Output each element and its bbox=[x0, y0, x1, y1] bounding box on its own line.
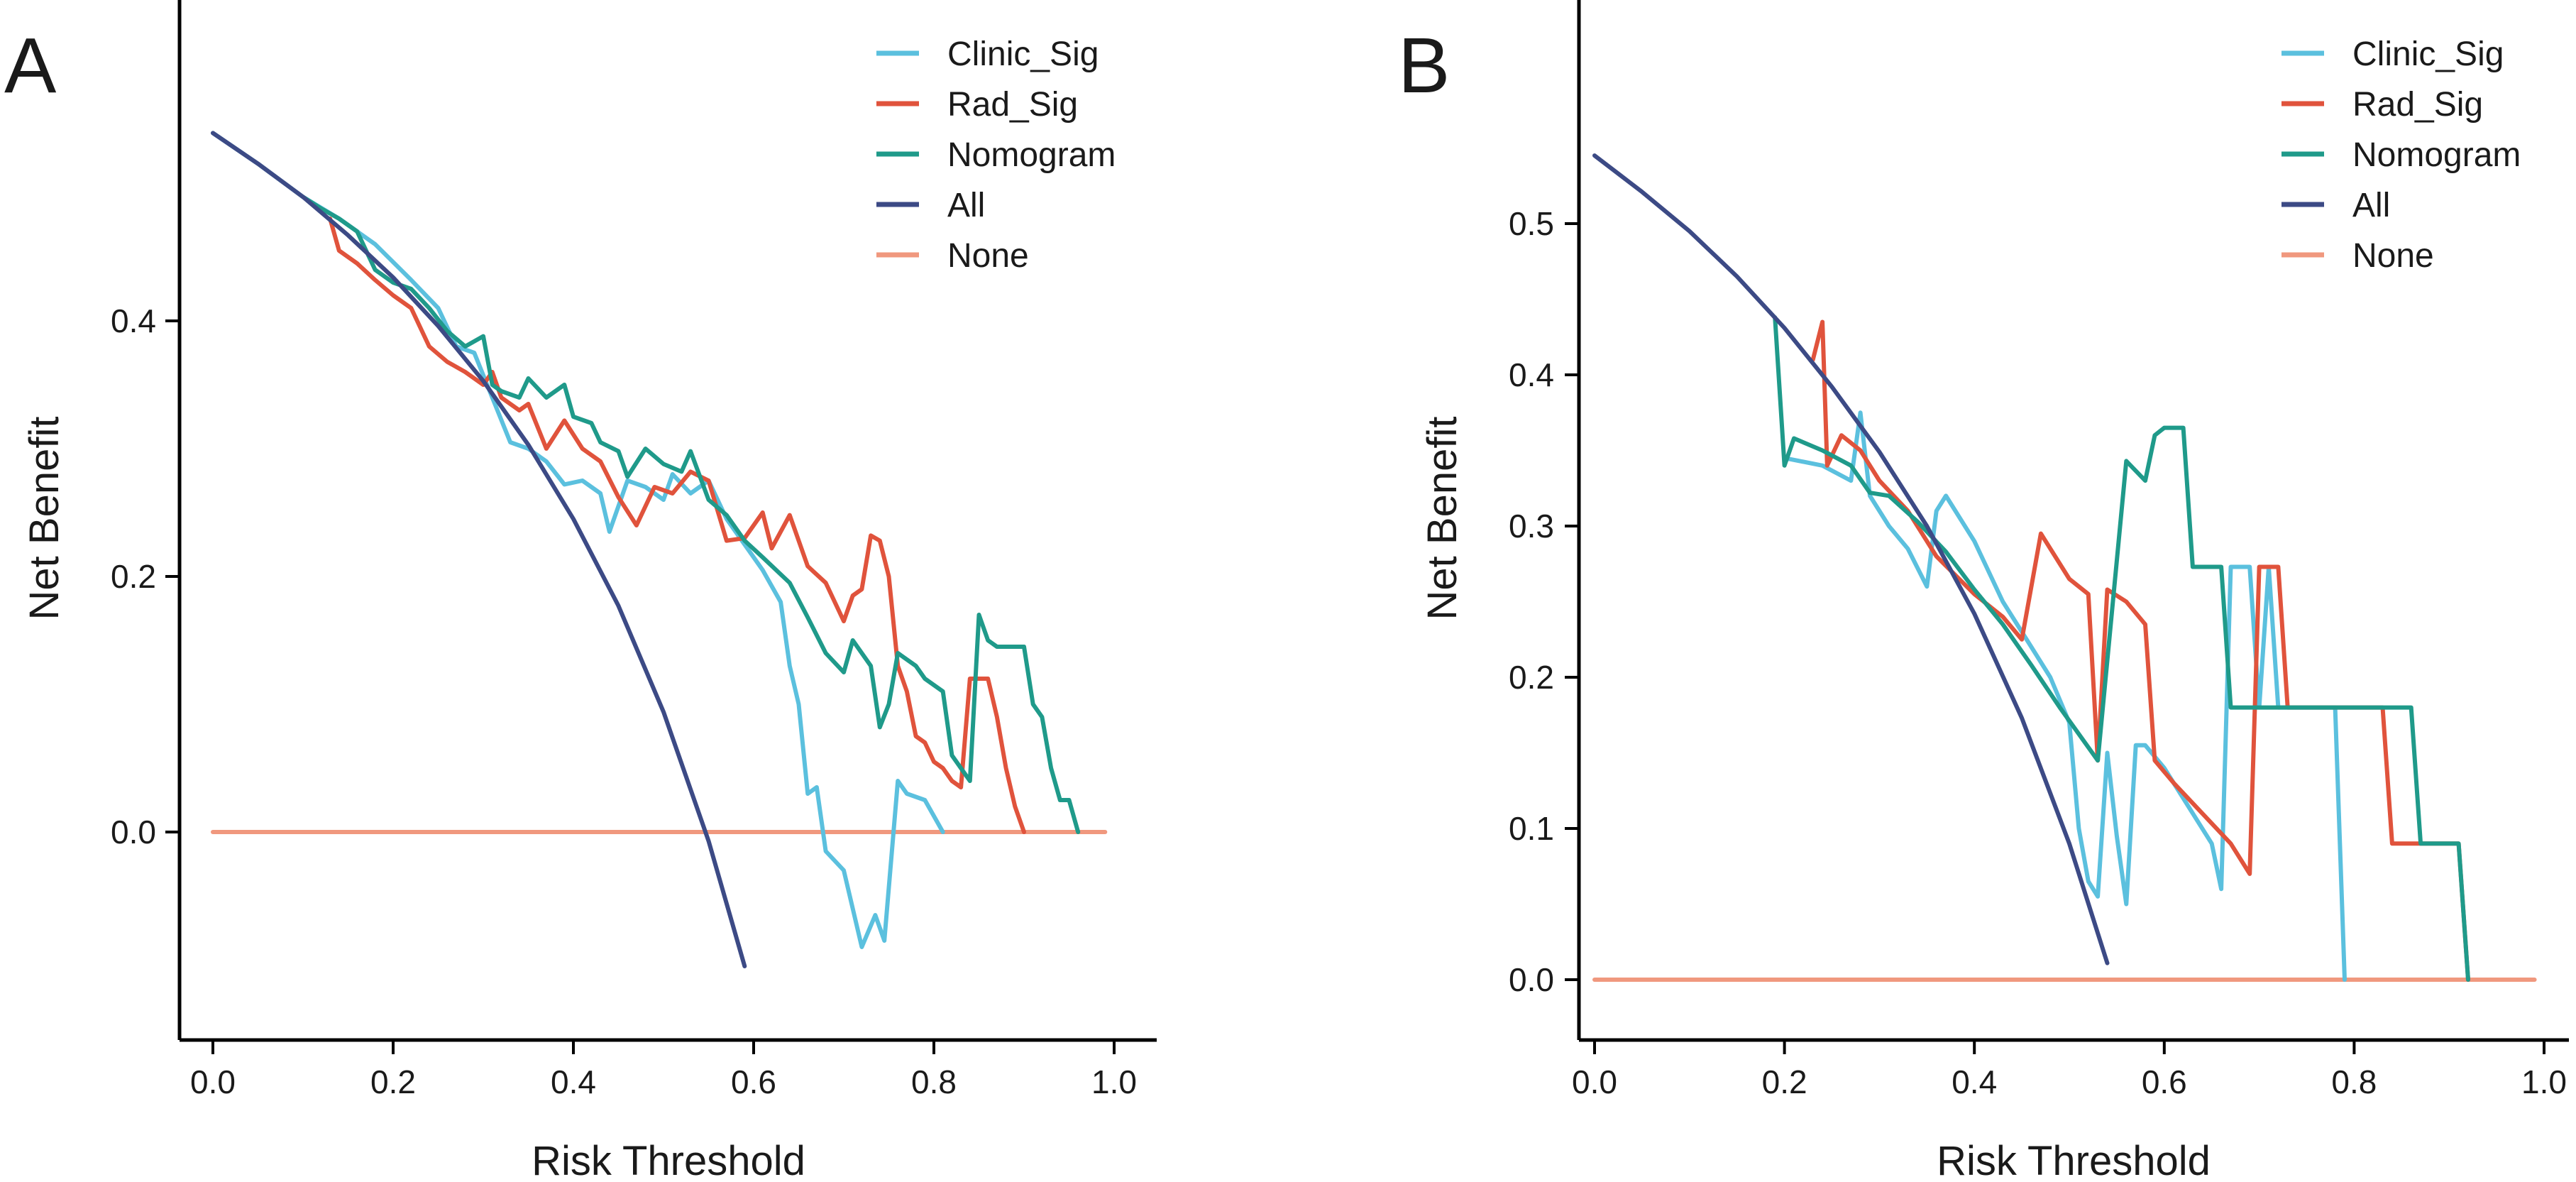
panel-a-legend-label-nomogram: Nomogram bbox=[947, 136, 1116, 174]
panel-b-x-tick-label: 1.0 bbox=[2521, 1063, 2567, 1100]
panel-b-y-tick-label: 0.4 bbox=[1509, 356, 1554, 393]
panel-a-legend-label-clinic-sig: Clinic_Sig bbox=[947, 35, 1099, 73]
panel-a-letter: A bbox=[4, 22, 57, 109]
panel-a-x-tick-label: 0.4 bbox=[551, 1063, 596, 1100]
panel-b-x-tick-label: 0.8 bbox=[2331, 1063, 2377, 1100]
panel-a-y-tick-label: 0.4 bbox=[111, 302, 156, 339]
panel-b-legend-label-rad-sig: Rad_Sig bbox=[2352, 86, 2483, 124]
panel-a-legend-label-rad-sig: Rad_Sig bbox=[947, 86, 1078, 124]
panel-a-series-nomogram bbox=[301, 195, 1081, 834]
panel-b-legend: Clinic_Sig Rad_Sig Nomogram All None bbox=[2281, 35, 2521, 275]
panel-a-x-tick-label: 1.0 bbox=[1091, 1063, 1137, 1100]
panel-a-legend-label-all: All bbox=[947, 187, 985, 224]
panel-b-y-tick-label: 0.2 bbox=[1509, 659, 1554, 696]
panel-b-y-axis-title: Net Benefit bbox=[1419, 417, 1465, 620]
panel-a-x-axis-title: Risk Threshold bbox=[532, 1138, 805, 1182]
panel-a-series-rad-sig bbox=[328, 217, 1026, 834]
panel-b-x-axis-title: Risk Threshold bbox=[1937, 1138, 2211, 1182]
panel-b-series-rad-sig bbox=[1810, 319, 2470, 982]
panel-a-y-axis-title: Net Benefit bbox=[21, 417, 67, 620]
panel-b-axes bbox=[1577, 0, 2569, 1042]
panel-b-y-tick-label: 0.3 bbox=[1509, 508, 1554, 545]
panel-a-legend: Clinic_Sig Rad_Sig Nomogram All None bbox=[876, 35, 1116, 275]
panel-a: A 0.0 0.2 0.4 0.6 0.8 1.0 0.0 0.2 0.4 Risk Thres… bbox=[4, 0, 1157, 1182]
panel-a-ticks: 0.0 0.2 0.4 0.6 0.8 1.0 0.0 0.2 0.4 bbox=[111, 302, 1137, 1100]
panel-a-series-all bbox=[211, 131, 747, 968]
panel-a-y-tick-label: 0.0 bbox=[111, 814, 156, 850]
panel-b-series-all bbox=[1592, 153, 2110, 965]
panel-a-x-tick-label: 0.2 bbox=[370, 1063, 416, 1100]
panel-a-series-clinic-sig bbox=[211, 131, 945, 949]
panel-b-series-clinic-sig bbox=[1782, 410, 2347, 982]
panel-b-letter: B bbox=[1398, 22, 1450, 109]
panel-b-series-nomogram bbox=[1773, 315, 2470, 982]
panel-b-legend-label-all: All bbox=[2352, 187, 2390, 224]
panel-b-x-tick-label: 0.6 bbox=[2142, 1063, 2187, 1100]
panel-b-ticks: 0.0 0.2 0.4 0.6 0.8 1.0 0.0 0.1 0.2 0.3 0.4 0.5 bbox=[1509, 205, 2567, 1100]
panel-a-x-tick-label: 0.8 bbox=[911, 1063, 957, 1100]
panel-b-legend-label-nomogram: Nomogram bbox=[2352, 136, 2521, 174]
panel-a-x-tick-label: 0.6 bbox=[731, 1063, 776, 1100]
panel-b-x-tick-label: 0.2 bbox=[1762, 1063, 1807, 1100]
panel-b-y-tick-label: 0.0 bbox=[1509, 961, 1554, 998]
panel-b-y-tick-label: 0.1 bbox=[1509, 810, 1554, 847]
panel-b-series-group bbox=[1592, 153, 2537, 982]
panel-b-x-tick-label: 0.0 bbox=[1572, 1063, 1617, 1100]
panel-a-axes bbox=[177, 0, 1157, 1042]
panel-a-y-tick-label: 0.2 bbox=[111, 558, 156, 595]
panel-a-legend-label-none: None bbox=[947, 237, 1029, 275]
panel-a-series-group bbox=[211, 131, 1108, 968]
panel-b-legend-label-clinic-sig: Clinic_Sig bbox=[2352, 35, 2504, 73]
panel-b: B 0.0 0.2 0.4 0.6 0.8 1.0 0.0 0.1 0.2 0.3 0.4 0.5 R… bbox=[1398, 0, 2569, 1182]
panel-b-x-tick-label: 0.4 bbox=[1952, 1063, 1997, 1100]
panel-a-x-tick-label: 0.0 bbox=[190, 1063, 236, 1100]
panel-b-y-tick-label: 0.5 bbox=[1509, 205, 1554, 242]
panel-b-legend-label-none: None bbox=[2352, 237, 2434, 275]
